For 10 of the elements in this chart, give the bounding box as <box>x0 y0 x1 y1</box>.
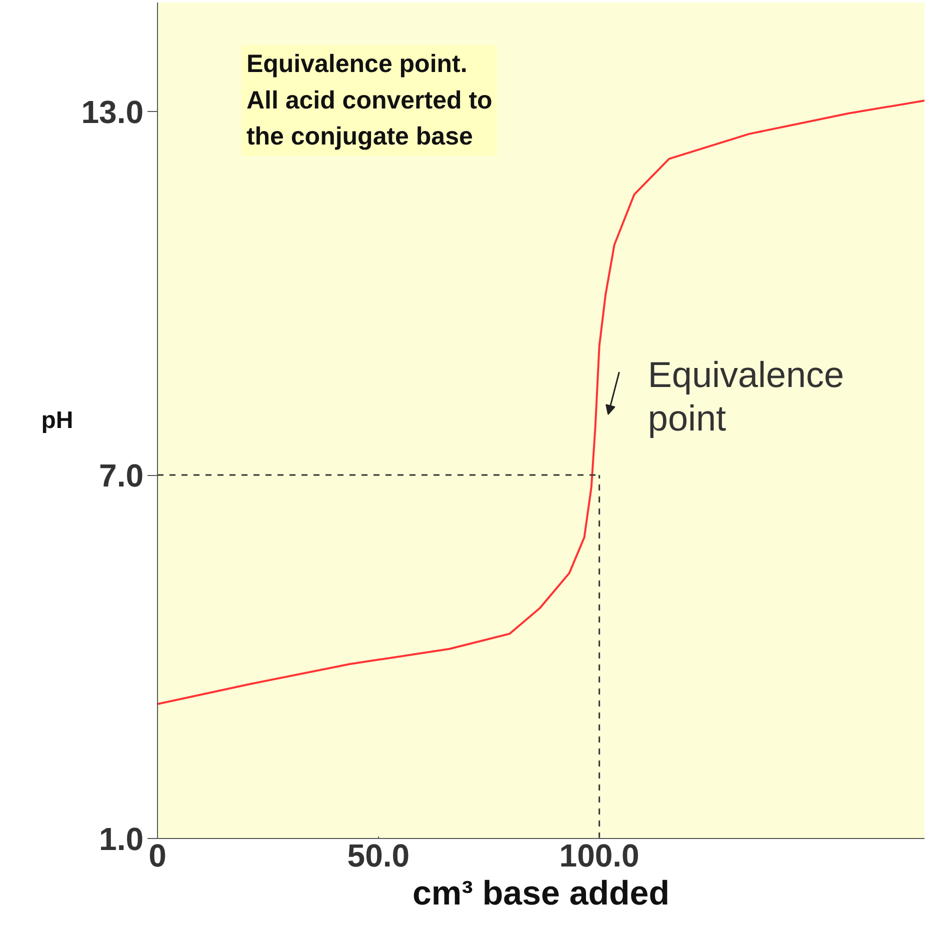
x-tick-label: 50.0 <box>347 838 410 874</box>
y-tick-label: 1.0 <box>99 821 144 857</box>
x-axis-title: cm³ base added <box>412 874 670 912</box>
x-tick-label: 100.0 <box>559 838 640 874</box>
annotation: Equivalence point. All acid converted to the conjugate base <box>246 50 492 151</box>
annotation: Equivalence point <box>648 354 844 438</box>
y-tick-label: 7.0 <box>99 458 144 494</box>
y-tick-label: 13.0 <box>81 94 144 130</box>
y-axis-title: pH <box>41 407 74 434</box>
x-tick-label: 0 <box>148 838 166 874</box>
